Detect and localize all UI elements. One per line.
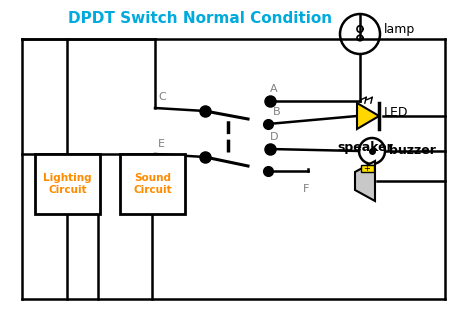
- Text: F: F: [303, 184, 310, 194]
- FancyBboxPatch shape: [361, 165, 374, 172]
- Text: buzzer: buzzer: [389, 144, 436, 158]
- Text: A: A: [270, 84, 278, 94]
- Polygon shape: [357, 103, 379, 129]
- Text: Lighting
Circuit: Lighting Circuit: [43, 173, 92, 195]
- Text: DPDT Switch Normal Condition: DPDT Switch Normal Condition: [68, 11, 332, 26]
- Text: C: C: [158, 92, 166, 102]
- Bar: [35, 154, 100, 214]
- Text: LED: LED: [384, 107, 409, 119]
- Text: E: E: [158, 139, 165, 149]
- Bar: [120, 154, 185, 214]
- Text: D: D: [270, 132, 279, 142]
- Text: +: +: [364, 164, 371, 173]
- Text: speaker: speaker: [337, 141, 393, 154]
- Polygon shape: [355, 161, 375, 201]
- Text: B: B: [273, 107, 281, 117]
- Text: lamp: lamp: [384, 22, 415, 36]
- Text: Sound
Circuit: Sound Circuit: [133, 173, 172, 195]
